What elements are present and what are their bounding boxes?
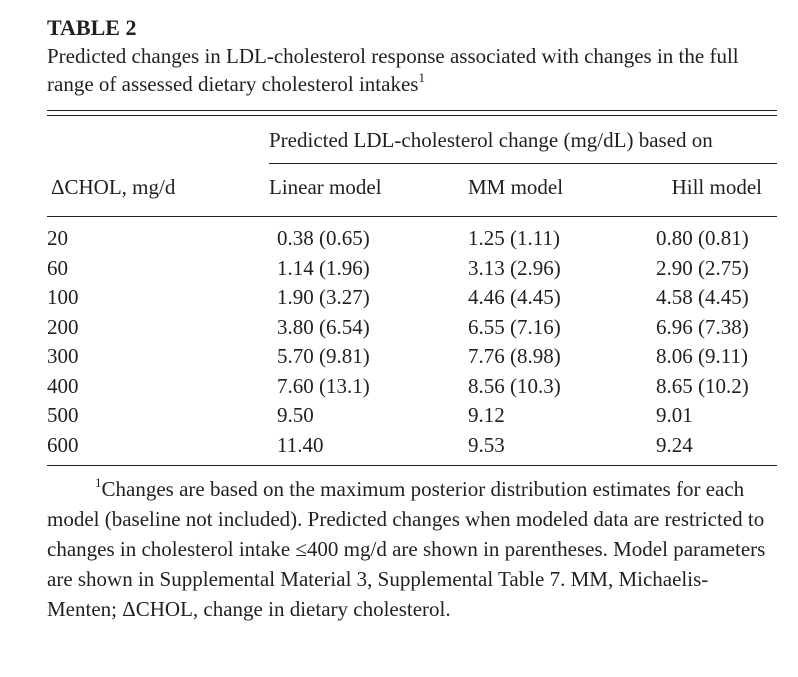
table-caption: Predicted changes in LDL-cholesterol res…: [47, 42, 777, 98]
cell-linear: 1.90 (3.27): [277, 285, 370, 309]
cell-chol: 20: [47, 226, 68, 250]
cell-hill: 8.06 (9.11): [656, 344, 748, 368]
cell-hill: 9.01: [656, 403, 693, 427]
cell-mm: 6.55 (7.16): [468, 314, 561, 339]
column-header-hill: Hill model: [671, 175, 762, 199]
cell-mm: 9.12: [468, 403, 505, 427]
table-row: 100 1.90 (3.27) 4.46 (4.45) 4.58 (4.45): [47, 283, 777, 313]
caption-footnote-marker: 1: [418, 70, 425, 85]
cell-chol: 200: [47, 314, 79, 339]
footnote-text: Changes are based on the maximum posteri…: [47, 477, 766, 621]
cell-chol: 100: [47, 285, 79, 309]
table-row: 200 3.80 (6.54) 6.55 (7.16) 6.96 (7.38): [47, 313, 777, 343]
table-row: 60 1.14 (1.96) 3.13 (2.96) 2.90 (2.75): [47, 254, 777, 284]
table-body: 20 0.38 (0.65) 1.25 (1.11) 0.80 (0.81) 6…: [47, 217, 777, 466]
cell-chol: 300: [47, 344, 79, 368]
cell-linear: 3.80 (6.54): [277, 314, 370, 339]
cell-chol: 600: [47, 432, 79, 457]
cell-linear: 1.14 (1.96): [277, 255, 370, 280]
cell-chol: 400: [47, 373, 79, 398]
column-header-mm: MM model: [468, 175, 564, 199]
cell-linear: 11.40: [277, 432, 324, 457]
cell-mm: 4.46 (4.45): [468, 285, 561, 309]
cell-linear: 7.60 (13.1): [277, 373, 370, 398]
table-row: 300 5.70 (9.81) 7.76 (8.98) 8.06 (9.11): [47, 342, 777, 372]
cell-hill: 2.90 (2.75): [656, 255, 749, 280]
cell-hill: 0.80 (0.81): [656, 226, 749, 250]
table-row: 400 7.60 (13.1) 8.56 (10.3) 8.65 (10.2): [47, 372, 777, 402]
column-header-chol: ΔCHOL, mg/d: [51, 175, 176, 199]
spanner-rule: [269, 163, 777, 164]
cell-chol: 60: [47, 255, 68, 280]
cell-linear: 5.70 (9.81): [277, 344, 370, 368]
table-row: 600 11.40 9.53 9.24: [47, 431, 777, 461]
cell-chol: 500: [47, 403, 79, 427]
cell-hill: 9.24: [656, 432, 693, 457]
table-container: TABLE 2 Predicted changes in LDL-cholest…: [47, 14, 777, 624]
cell-linear: 0.38 (0.65): [277, 226, 370, 250]
cell-mm: 3.13 (2.96): [468, 255, 561, 280]
spanner-header-row: Predicted LDL-cholesterol change (mg/dL)…: [47, 116, 777, 164]
table-footnote: 1Changes are based on the maximum poster…: [47, 474, 777, 624]
top-double-rule: [47, 110, 777, 116]
footnote-marker: 1: [95, 475, 102, 490]
caption-text: Predicted changes in LDL-cholesterol res…: [47, 44, 739, 96]
spanner-header: Predicted LDL-cholesterol change (mg/dL)…: [269, 128, 713, 152]
column-header-linear: Linear model: [269, 175, 382, 199]
cell-mm: 7.76 (8.98): [468, 344, 561, 368]
cell-hill: 6.96 (7.38): [656, 314, 749, 339]
cell-mm: 1.25 (1.11): [468, 226, 560, 250]
column-header-row: ΔCHOL, mg/d Linear model MM model Hill m…: [47, 164, 777, 217]
table-label: TABLE 2: [47, 15, 137, 40]
cell-hill: 4.58 (4.45): [656, 285, 749, 309]
table-row: 20 0.38 (0.65) 1.25 (1.11) 0.80 (0.81): [47, 224, 777, 254]
cell-hill: 8.65 (10.2): [656, 373, 749, 398]
table-row: 500 9.50 9.12 9.01: [47, 401, 777, 431]
cell-mm: 9.53: [468, 432, 505, 457]
cell-mm: 8.56 (10.3): [468, 373, 561, 398]
cell-linear: 9.50: [277, 403, 314, 427]
